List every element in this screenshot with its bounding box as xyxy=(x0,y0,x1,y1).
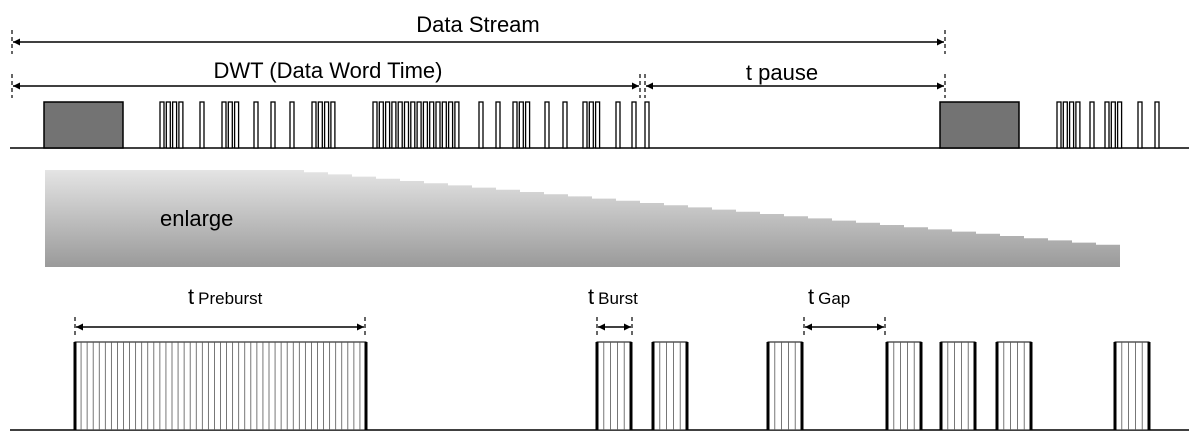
pulse xyxy=(544,101,550,149)
pulse xyxy=(378,101,384,149)
pulse xyxy=(1116,101,1123,149)
pulse xyxy=(518,101,524,149)
burst-block xyxy=(596,341,632,431)
pulse xyxy=(495,101,501,149)
pulse xyxy=(1104,101,1110,149)
pulse xyxy=(454,101,460,149)
pulse xyxy=(1068,101,1075,149)
burst-block xyxy=(886,341,922,431)
pulse xyxy=(171,101,178,149)
data-stream-label: Data Stream xyxy=(416,12,540,37)
burst-block xyxy=(996,341,1032,431)
pulse xyxy=(1062,101,1068,149)
preburst-block xyxy=(43,101,124,149)
pulse xyxy=(562,101,568,149)
pulse xyxy=(435,101,441,149)
pulse xyxy=(1075,101,1081,149)
preburst-block xyxy=(939,101,1020,149)
pulse xyxy=(615,101,621,149)
pulse xyxy=(403,101,410,149)
pulse xyxy=(233,101,240,149)
pulse xyxy=(199,101,205,149)
pulse xyxy=(330,101,336,149)
pulse xyxy=(323,101,330,149)
pause-label: t pause xyxy=(746,60,818,85)
pulse xyxy=(631,101,637,149)
enlarge-label: enlarge xyxy=(160,206,233,231)
pulse xyxy=(1056,101,1062,149)
pulse xyxy=(391,101,397,149)
pulse xyxy=(429,101,435,149)
preburst-label: t Preburst xyxy=(188,284,263,309)
pulse xyxy=(289,101,295,149)
burst-block xyxy=(1114,341,1150,431)
pulse xyxy=(582,101,588,149)
pulse xyxy=(512,101,518,149)
pulse xyxy=(384,101,391,149)
pulse xyxy=(1110,101,1116,149)
pulse xyxy=(253,101,259,149)
burst-block xyxy=(940,341,976,431)
gap-label: t Gap xyxy=(808,284,850,309)
pulse xyxy=(410,101,416,149)
pulse xyxy=(1089,101,1095,149)
pulse xyxy=(644,101,650,149)
pulse xyxy=(159,101,165,149)
pulse xyxy=(178,101,184,149)
pulse xyxy=(1137,101,1143,149)
burst-block xyxy=(652,341,688,431)
pulse xyxy=(311,101,317,149)
pulse xyxy=(397,101,403,149)
pulse xyxy=(221,101,227,149)
enlarge-shape xyxy=(45,170,1120,267)
pulse xyxy=(372,101,378,149)
pulse xyxy=(1154,101,1160,149)
pulse xyxy=(227,101,233,149)
pulse xyxy=(422,101,429,149)
pulse xyxy=(416,101,422,149)
pulse xyxy=(524,101,531,149)
dwt-label: DWT (Data Word Time) xyxy=(214,58,443,83)
pulse xyxy=(441,101,447,149)
pulse xyxy=(478,101,484,149)
pulse xyxy=(165,101,171,149)
pulse xyxy=(588,101,594,149)
pulse xyxy=(317,101,323,149)
pulse xyxy=(447,101,454,149)
burst-label: t Burst xyxy=(588,284,638,309)
burst-block xyxy=(767,341,803,431)
pulse xyxy=(594,101,601,149)
layout xyxy=(10,30,1189,431)
pulse xyxy=(270,101,276,149)
